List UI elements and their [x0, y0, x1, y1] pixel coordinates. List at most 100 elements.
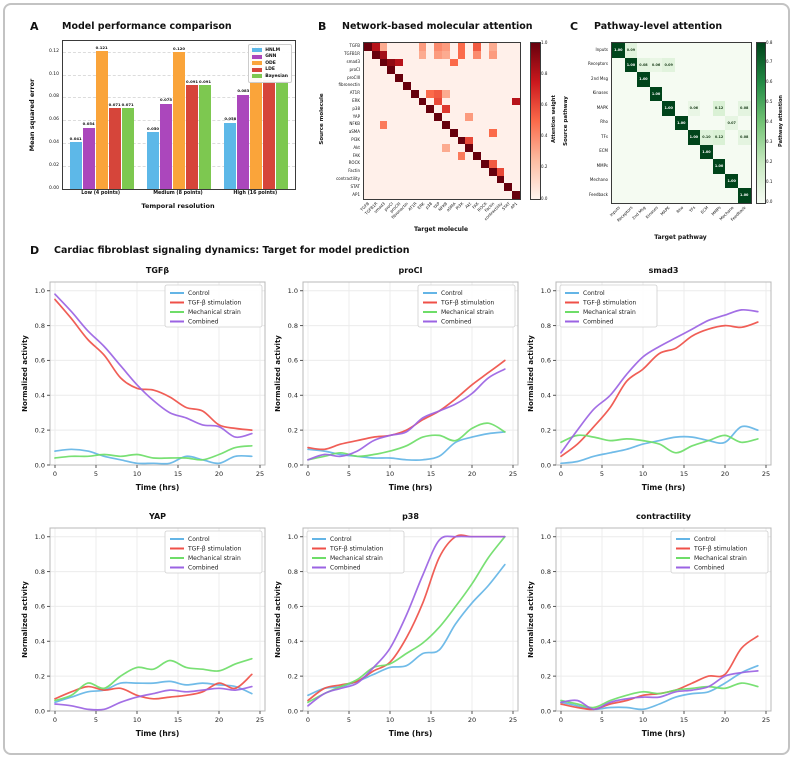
- heatmap-cell: [426, 120, 435, 129]
- legend-box: [164, 284, 263, 328]
- heatmap-cell: [364, 152, 372, 160]
- heatmap-cell: [426, 183, 435, 192]
- series-line-mechanical-strain: [54, 444, 253, 461]
- x-tick-label: 15: [427, 716, 435, 724]
- legend-label: TGF-β stimulation: [693, 546, 747, 553]
- series-line-combined: [54, 685, 253, 711]
- heatmap-cell: [496, 183, 505, 192]
- heatmap-cell: [402, 191, 411, 199]
- y-tick-label: 1.0: [541, 287, 551, 295]
- heatmap-cell: [612, 130, 625, 145]
- heatmap-cell: [379, 81, 388, 90]
- heatmap-cell: 1.00: [725, 173, 738, 188]
- heatmap-cell: [624, 144, 638, 159]
- heatmap-cell: [434, 113, 442, 121]
- heatmap-cell: [512, 74, 520, 82]
- legend-label: Combined: [188, 565, 219, 572]
- colorbar-tick-label: 0.6: [766, 79, 773, 85]
- heatmap-cell: [418, 81, 427, 90]
- heatmap-cell: [480, 144, 489, 153]
- legend-label: Mechanical strain: [441, 309, 494, 316]
- heatmap-cell: [434, 66, 442, 75]
- heatmap-cell: [504, 58, 513, 67]
- heatmap-cell: [364, 183, 372, 192]
- heatmap-cell: [473, 50, 481, 59]
- legend-label: Bayesian: [265, 73, 288, 79]
- heatmap-cell: [395, 89, 403, 98]
- heatmap-cell: [395, 58, 403, 67]
- series-line-mechanical-strain: [560, 682, 759, 709]
- heatmap-cell: [402, 113, 411, 121]
- heatmap-cell: [488, 120, 497, 129]
- heatmap-cell: [496, 128, 505, 137]
- series-line-tgf-stimulation: [560, 321, 759, 458]
- heatmap-cell: [402, 97, 411, 106]
- bar: [69, 142, 82, 189]
- heatmap-row-label: ERK: [352, 98, 360, 103]
- bar-value-label: 0.091: [198, 78, 211, 84]
- bar: [224, 122, 237, 189]
- heatmap-cell: [364, 43, 372, 51]
- line-chart-yap: 0.0 0.2 0.4 0.6 0.8 1.0 0 5 10 15 20 25 YAP Time (hrs…: [21, 512, 266, 738]
- heatmap-row-label: Feedback: [588, 191, 608, 197]
- heatmap-cell: [379, 58, 388, 67]
- heatmap-cell: [426, 89, 435, 98]
- heatmap-cell: [426, 113, 435, 121]
- heatmap-cell: [700, 159, 713, 174]
- heatmap-cell: [395, 43, 403, 51]
- plot-frame: [49, 281, 266, 466]
- bar-value-label: 0.091: [185, 78, 198, 84]
- subplot-title: p38: [402, 512, 419, 521]
- heatmap-col-label: Kinases: [644, 204, 659, 219]
- heatmap-cell: [395, 136, 403, 145]
- heatmap-cell: [700, 57, 713, 72]
- subplot-contractility: 0.0 0.2 0.4 0.6 0.8 1.0 0 5 10 15 20 25 contractilit…: [524, 506, 777, 752]
- heatmap-cell: [737, 86, 751, 101]
- heatmap-cell: [395, 159, 403, 168]
- x-tick-label: 20: [468, 470, 476, 478]
- heatmap-cell: [637, 101, 650, 116]
- x-tick-label: 10: [133, 716, 141, 724]
- heatmap-cell: [674, 188, 688, 203]
- heatmap-cell: [387, 175, 396, 184]
- panel-c-label: C: [570, 20, 579, 33]
- heatmap-cell: [387, 113, 396, 121]
- heatmap-cell: [504, 105, 513, 114]
- heatmap-cell: [496, 50, 505, 59]
- panel-a-legend: HNLM GNN ODE LDE Bayesian: [248, 44, 292, 83]
- legend-label: TGF-β stimulation: [440, 300, 494, 307]
- y-tick-label: 0.0: [35, 461, 45, 469]
- legend-box: [306, 530, 405, 574]
- heatmap-cell: [700, 101, 713, 116]
- colorbar-tick-label: 0.2: [766, 159, 773, 165]
- heatmap-cell: 1.00: [674, 115, 688, 130]
- heatmap-cell: [418, 105, 427, 114]
- panel-b-heatmap: B Network-based molecular attention Sour…: [300, 10, 560, 245]
- heatmap-cell: [504, 89, 513, 98]
- heatmap-cell: 0.09: [624, 43, 638, 58]
- x-tick-label: 15: [174, 470, 182, 478]
- y-tick-label: 0.8: [288, 568, 298, 576]
- legend-label: Combined: [694, 565, 725, 572]
- heatmap-cell: [465, 43, 474, 51]
- heatmap-cell: [480, 152, 489, 160]
- heatmap-cell: [449, 74, 458, 82]
- heatmap-cell: [449, 66, 458, 75]
- heatmap-cell: [504, 66, 513, 75]
- heatmap-cell: [637, 86, 650, 101]
- x-tick-label: 10: [386, 470, 394, 478]
- heatmap-cell-value: 0.08: [740, 106, 749, 111]
- heatmap-cell: [371, 81, 380, 90]
- heatmap-cell: [426, 74, 435, 82]
- heatmap-cell: [480, 167, 489, 176]
- heatmap-cell: [364, 74, 372, 82]
- legend-label: Combined: [441, 319, 472, 326]
- heatmap-row-label: MMPs: [596, 162, 608, 168]
- heatmap-cell: [504, 43, 513, 51]
- heatmap-cell: [512, 50, 520, 59]
- heatmap-cell: [426, 81, 435, 90]
- heatmap-cell: [441, 152, 450, 160]
- heatmap-cell: [410, 89, 419, 98]
- heatmap-cell: 0.06: [649, 57, 663, 72]
- heatmap-cell: [449, 144, 458, 153]
